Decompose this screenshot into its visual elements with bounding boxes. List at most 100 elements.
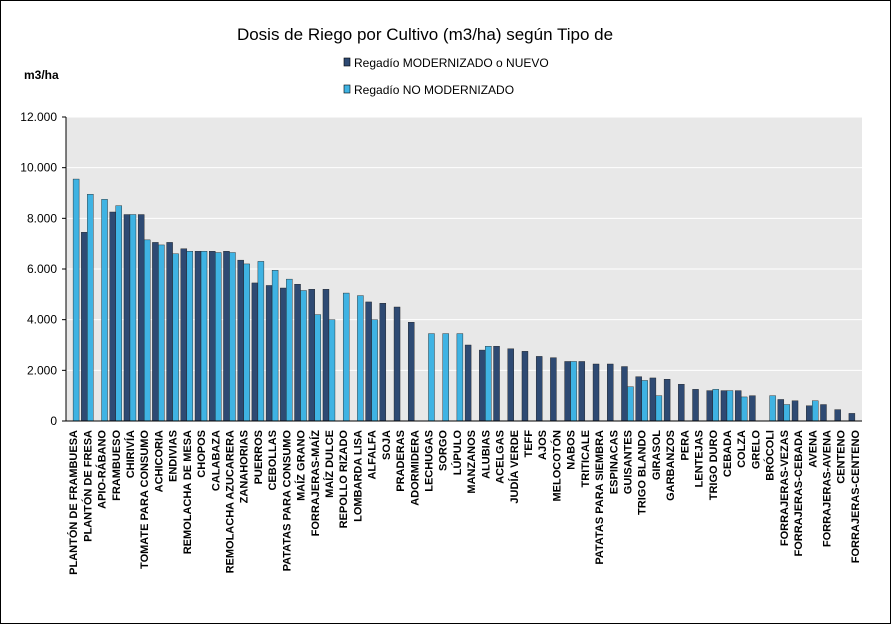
x-tick-label: PERA bbox=[679, 430, 691, 461]
bar-modernized bbox=[507, 348, 514, 422]
bar-not-modernized bbox=[129, 214, 137, 422]
x-tick-label: SORGO bbox=[438, 430, 450, 471]
y-axis-unit-label: m3/ha bbox=[24, 68, 59, 82]
y-axis-ticks: 0 2.000 4.000 6.000 8.000 10.000 12.000 bbox=[20, 110, 57, 428]
x-tick-label: CEBADA bbox=[722, 430, 734, 477]
bar-modernized bbox=[848, 413, 856, 422]
x-tick-label: FORRAJERAS-CENTENO bbox=[850, 430, 862, 564]
x-tick-label: MANZANOS bbox=[466, 430, 478, 494]
bar-modernized bbox=[223, 251, 230, 422]
x-tick-label: TRITICALE bbox=[580, 430, 592, 487]
x-tick-label: ENDIVIAS bbox=[168, 430, 180, 482]
bar-modernized bbox=[251, 282, 259, 422]
bar-modernized bbox=[564, 361, 571, 422]
legend: Regadío MODERNIZADO o NUEVO Regadío NO M… bbox=[343, 56, 549, 97]
x-tick-label: NABOS bbox=[566, 430, 578, 470]
bar-modernized bbox=[152, 242, 159, 422]
bar-modernized bbox=[109, 211, 116, 422]
bar-not-modernized bbox=[570, 361, 577, 422]
x-tick-label: PATATAS PARA SIEMBRA bbox=[594, 430, 606, 565]
bar-not-modernized bbox=[328, 319, 336, 422]
x-tick-label: CALABAZA bbox=[210, 430, 222, 491]
bar-modernized bbox=[649, 377, 657, 422]
x-tick-label: PLANTÓN DE FRESA bbox=[81, 430, 94, 542]
bar-not-modernized bbox=[726, 390, 734, 422]
x-tick-label: ALUBIAS bbox=[480, 430, 492, 479]
bars bbox=[72, 178, 856, 422]
bar-not-modernized bbox=[655, 395, 663, 422]
bar-not-modernized bbox=[229, 252, 236, 422]
bar-not-modernized bbox=[72, 178, 80, 422]
x-tick-label: LECHUGAS bbox=[423, 430, 435, 492]
x-tick-label: REMOLACHA DE MESA bbox=[182, 430, 194, 554]
bar-not-modernized bbox=[300, 290, 307, 422]
bar-modernized bbox=[365, 301, 372, 422]
bar-not-modernized bbox=[87, 194, 94, 422]
bar-modernized bbox=[706, 390, 713, 422]
bar-modernized bbox=[194, 251, 202, 422]
bar-modernized bbox=[607, 363, 614, 422]
bar-not-modernized bbox=[243, 263, 250, 422]
y-tick-label: 2.000 bbox=[27, 363, 57, 377]
bar-not-modernized bbox=[314, 314, 321, 422]
x-tick-label: TRIGO DURO bbox=[708, 430, 720, 501]
y-tick-label: 10.000 bbox=[20, 161, 57, 175]
bar-not-modernized bbox=[172, 253, 179, 422]
x-tick-label: GRELO bbox=[750, 430, 762, 470]
x-tick-label: JUDÍA VERDE bbox=[508, 430, 521, 504]
x-tick-label: REPOLLO RIZADO bbox=[338, 430, 350, 529]
bar-not-modernized bbox=[456, 333, 464, 422]
bar-modernized bbox=[493, 346, 500, 422]
bar-not-modernized bbox=[769, 395, 776, 422]
bar-modernized bbox=[720, 390, 728, 422]
bar-not-modernized bbox=[186, 251, 194, 422]
x-tick-label: ESPINACAS bbox=[608, 430, 620, 494]
bar-modernized bbox=[592, 363, 600, 422]
bar-not-modernized bbox=[342, 292, 350, 422]
bar-modernized bbox=[81, 232, 88, 422]
legend-swatch-not-modernized bbox=[343, 84, 351, 94]
bar-modernized bbox=[578, 361, 586, 422]
bar-not-modernized bbox=[485, 346, 492, 422]
bar-modernized bbox=[535, 356, 543, 422]
bar-not-modernized bbox=[812, 400, 819, 422]
bar-modernized bbox=[393, 306, 401, 422]
x-tick-label: GUISANTES bbox=[622, 430, 634, 494]
bar-modernized bbox=[408, 322, 415, 422]
bar-not-modernized bbox=[641, 380, 648, 422]
bar-modernized bbox=[166, 242, 173, 422]
bar-not-modernized bbox=[627, 386, 634, 422]
x-tick-label: CEBOLLAS bbox=[267, 430, 279, 491]
x-tick-label: ACELGAS bbox=[495, 430, 507, 484]
x-tick-label: AVENA bbox=[807, 430, 819, 468]
bar-not-modernized bbox=[286, 278, 293, 422]
x-tick-label: ALFALFA bbox=[367, 430, 379, 480]
bar-not-modernized bbox=[783, 404, 791, 422]
bar-not-modernized bbox=[215, 252, 222, 422]
x-axis-ticks: PLANTÓN DE FRAMBUESA PLANTÓN DE FRESA APIO… bbox=[67, 430, 862, 575]
y-tick-label: 6.000 bbox=[27, 262, 57, 276]
bar-modernized bbox=[464, 344, 472, 422]
x-tick-label: REMOLACHA AZUCARERA bbox=[224, 430, 236, 573]
x-tick-label: BRÓCOLI bbox=[764, 430, 777, 481]
x-tick-label: ADORMIDERA bbox=[409, 430, 421, 506]
bar-modernized bbox=[237, 259, 244, 422]
bar-modernized bbox=[663, 379, 671, 422]
bar-modernized bbox=[806, 405, 813, 422]
bar-modernized bbox=[635, 376, 642, 422]
x-tick-label: PLANTÓN DE FRAMBUESA bbox=[67, 430, 80, 575]
bar-not-modernized bbox=[740, 396, 748, 422]
bar-modernized bbox=[734, 390, 742, 422]
x-tick-label: PUERROS bbox=[253, 430, 265, 484]
x-tick-label: AJOS bbox=[537, 430, 549, 460]
x-tick-label: APIO-RÁBANO bbox=[96, 430, 109, 509]
x-tick-label: CENTENO bbox=[836, 430, 848, 484]
bar-not-modernized bbox=[143, 239, 151, 422]
x-tick-label: ZANAHORIAS bbox=[239, 430, 251, 503]
bar-not-modernized bbox=[158, 244, 165, 422]
bar-modernized bbox=[209, 251, 216, 422]
x-tick-label: TOMATE PARA CONSUMO bbox=[139, 430, 151, 569]
bar-not-modernized bbox=[442, 333, 449, 422]
